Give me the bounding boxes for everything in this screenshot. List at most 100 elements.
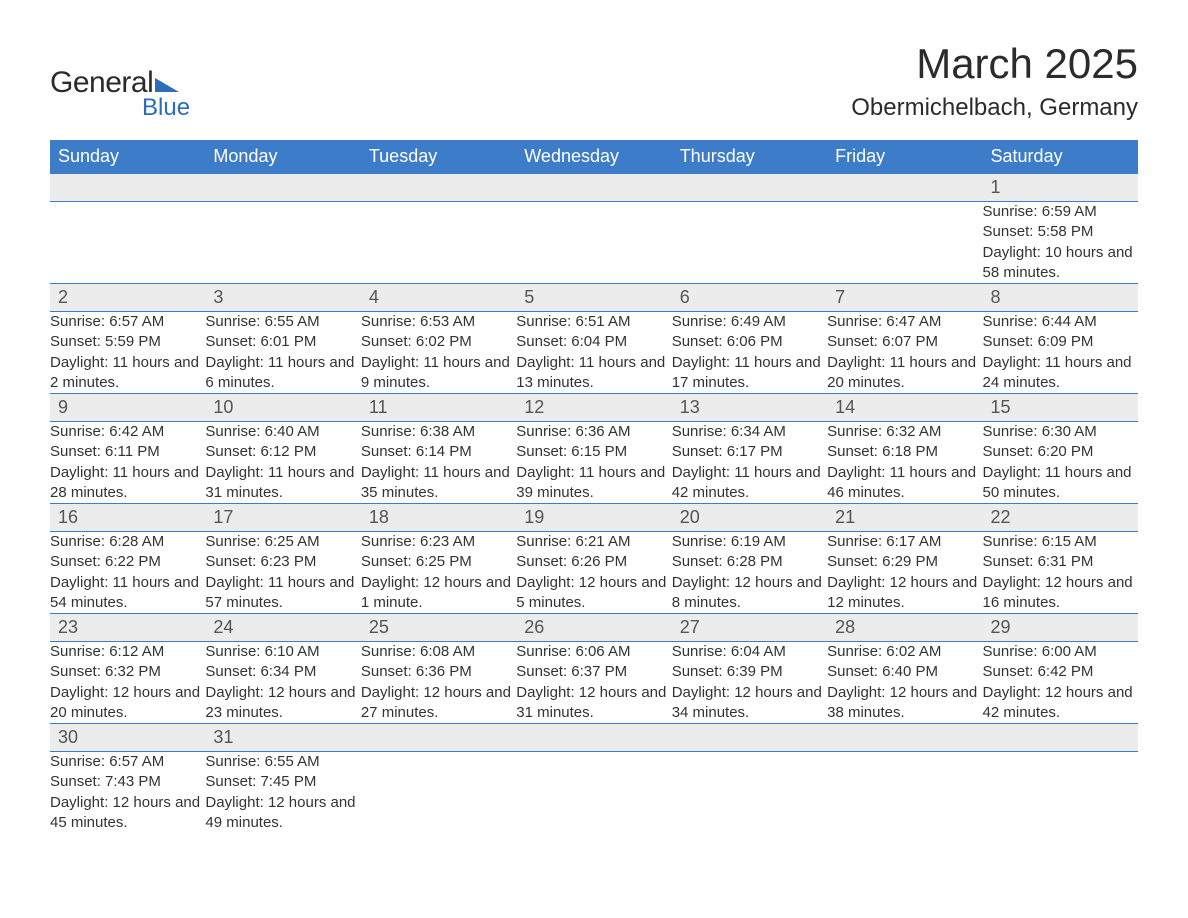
day-number: 15	[983, 394, 1138, 421]
day-detail-cell: Sunrise: 6:55 AMSunset: 7:45 PMDaylight:…	[205, 752, 360, 834]
day-number: 21	[827, 504, 982, 531]
details-row: Sunrise: 6:42 AMSunset: 6:11 PMDaylight:…	[50, 422, 1138, 504]
details-row: Sunrise: 6:59 AMSunset: 5:58 PMDaylight:…	[50, 202, 1138, 284]
daynum-row: 16171819202122	[50, 504, 1138, 532]
sunset-line: Sunset: 6:20 PM	[983, 442, 1138, 462]
daylight-line: Daylight: 12 hours and 38 minutes.	[827, 683, 982, 724]
day-detail-cell	[50, 202, 205, 284]
daynum-row: 9101112131415	[50, 394, 1138, 422]
sunset-line: Sunset: 5:59 PM	[50, 332, 205, 352]
day-number-cell: 19	[516, 504, 671, 532]
day-detail-cell: Sunrise: 6:12 AMSunset: 6:32 PMDaylight:…	[50, 642, 205, 724]
day-detail-cell: Sunrise: 6:32 AMSunset: 6:18 PMDaylight:…	[827, 422, 982, 504]
logo-triangle-icon	[155, 78, 179, 92]
sunset-line: Sunset: 6:07 PM	[827, 332, 982, 352]
day-number: 20	[672, 504, 827, 531]
day-detail-cell: Sunrise: 6:53 AMSunset: 6:02 PMDaylight:…	[361, 312, 516, 394]
day-number-cell: 3	[205, 284, 360, 312]
sunrise-line: Sunrise: 6:53 AM	[361, 312, 516, 332]
day-number: 16	[50, 504, 205, 531]
daylight-line: Daylight: 12 hours and 27 minutes.	[361, 683, 516, 724]
sunrise-line: Sunrise: 6:04 AM	[672, 642, 827, 662]
day-detail-cell: Sunrise: 6:10 AMSunset: 6:34 PMDaylight:…	[205, 642, 360, 724]
sunrise-line: Sunrise: 6:21 AM	[516, 532, 671, 552]
sunset-line: Sunset: 6:32 PM	[50, 662, 205, 682]
day-number-cell: 17	[205, 504, 360, 532]
day-number: 8	[983, 284, 1138, 311]
day-number: 22	[983, 504, 1138, 531]
daylight-line: Daylight: 11 hours and 46 minutes.	[827, 463, 982, 504]
day-number-cell: 15	[983, 394, 1138, 422]
day-number: 24	[205, 614, 360, 641]
day-number: 30	[50, 724, 205, 751]
daynum-row: 3031	[50, 724, 1138, 752]
sunset-line: Sunset: 6:29 PM	[827, 552, 982, 572]
day-number: 26	[516, 614, 671, 641]
daylight-line: Daylight: 11 hours and 9 minutes.	[361, 353, 516, 394]
daynum-row: 2345678	[50, 284, 1138, 312]
details-row: Sunrise: 6:12 AMSunset: 6:32 PMDaylight:…	[50, 642, 1138, 724]
day-number: 10	[205, 394, 360, 421]
sunset-line: Sunset: 6:09 PM	[983, 332, 1138, 352]
daylight-line: Daylight: 11 hours and 57 minutes.	[205, 573, 360, 614]
day-number: 29	[983, 614, 1138, 641]
day-detail-cell: Sunrise: 6:30 AMSunset: 6:20 PMDaylight:…	[983, 422, 1138, 504]
day-number-cell	[205, 174, 360, 202]
day-number-cell: 28	[827, 614, 982, 642]
sunset-line: Sunset: 6:06 PM	[672, 332, 827, 352]
sunrise-line: Sunrise: 6:57 AM	[50, 752, 205, 772]
day-number: 2	[50, 284, 205, 311]
sunset-line: Sunset: 6:23 PM	[205, 552, 360, 572]
details-row: Sunrise: 6:28 AMSunset: 6:22 PMDaylight:…	[50, 532, 1138, 614]
day-number: 28	[827, 614, 982, 641]
col-saturday: Saturday	[983, 140, 1138, 174]
day-number-cell: 16	[50, 504, 205, 532]
day-number-cell	[827, 724, 982, 752]
sunrise-line: Sunrise: 6:10 AM	[205, 642, 360, 662]
details-row: Sunrise: 6:57 AMSunset: 7:43 PMDaylight:…	[50, 752, 1138, 834]
day-detail-cell	[361, 752, 516, 834]
day-detail-cell	[516, 202, 671, 284]
day-number-cell: 21	[827, 504, 982, 532]
day-number-cell	[827, 174, 982, 202]
day-detail-cell	[516, 752, 671, 834]
sunset-line: Sunset: 6:12 PM	[205, 442, 360, 462]
day-detail-cell: Sunrise: 6:08 AMSunset: 6:36 PMDaylight:…	[361, 642, 516, 724]
day-number-cell: 11	[361, 394, 516, 422]
sunrise-line: Sunrise: 6:06 AM	[516, 642, 671, 662]
day-detail-cell: Sunrise: 6:21 AMSunset: 6:26 PMDaylight:…	[516, 532, 671, 614]
sunset-line: Sunset: 5:58 PM	[983, 222, 1138, 242]
day-detail-cell: Sunrise: 6:44 AMSunset: 6:09 PMDaylight:…	[983, 312, 1138, 394]
day-detail-cell	[361, 202, 516, 284]
day-number: 4	[361, 284, 516, 311]
sunrise-line: Sunrise: 6:08 AM	[361, 642, 516, 662]
sunrise-line: Sunrise: 6:44 AM	[983, 312, 1138, 332]
daylight-line: Daylight: 11 hours and 2 minutes.	[50, 353, 205, 394]
daynum-row: 23242526272829	[50, 614, 1138, 642]
daylight-line: Daylight: 12 hours and 16 minutes.	[983, 573, 1138, 614]
sunrise-line: Sunrise: 6:36 AM	[516, 422, 671, 442]
day-detail-cell: Sunrise: 6:57 AMSunset: 7:43 PMDaylight:…	[50, 752, 205, 834]
day-number: 11	[361, 394, 516, 421]
day-number-cell: 27	[672, 614, 827, 642]
daylight-line: Daylight: 12 hours and 42 minutes.	[983, 683, 1138, 724]
day-number-cell: 14	[827, 394, 982, 422]
sunset-line: Sunset: 6:11 PM	[50, 442, 205, 462]
daylight-line: Daylight: 12 hours and 45 minutes.	[50, 793, 205, 834]
day-detail-cell: Sunrise: 6:59 AMSunset: 5:58 PMDaylight:…	[983, 202, 1138, 284]
day-number: 13	[672, 394, 827, 421]
sunrise-line: Sunrise: 6:28 AM	[50, 532, 205, 552]
sunrise-line: Sunrise: 6:57 AM	[50, 312, 205, 332]
daylight-line: Daylight: 11 hours and 39 minutes.	[516, 463, 671, 504]
day-detail-cell: Sunrise: 6:19 AMSunset: 6:28 PMDaylight:…	[672, 532, 827, 614]
day-detail-cell: Sunrise: 6:06 AMSunset: 6:37 PMDaylight:…	[516, 642, 671, 724]
daylight-line: Daylight: 12 hours and 12 minutes.	[827, 573, 982, 614]
daylight-line: Daylight: 12 hours and 20 minutes.	[50, 683, 205, 724]
sunrise-line: Sunrise: 6:25 AM	[205, 532, 360, 552]
day-number-cell: 4	[361, 284, 516, 312]
col-friday: Friday	[827, 140, 982, 174]
details-row: Sunrise: 6:57 AMSunset: 5:59 PMDaylight:…	[50, 312, 1138, 394]
day-number-cell: 7	[827, 284, 982, 312]
day-number: 31	[205, 724, 360, 751]
logo-text-blue: Blue	[142, 94, 190, 122]
